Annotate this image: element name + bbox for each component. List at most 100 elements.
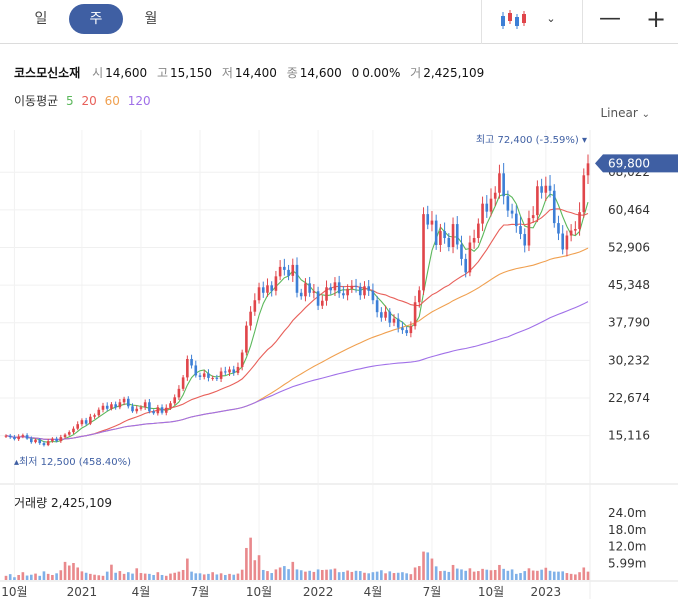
candle[interactable] xyxy=(63,434,67,438)
candle[interactable] xyxy=(219,371,223,379)
candle[interactable] xyxy=(384,311,387,318)
candle[interactable] xyxy=(417,290,421,303)
volume-bar[interactable] xyxy=(249,537,252,580)
volume-bar[interactable] xyxy=(430,558,434,580)
volume-bar[interactable] xyxy=(236,573,240,580)
volume-bar[interactable] xyxy=(320,569,324,580)
volume-bar[interactable] xyxy=(143,573,147,580)
volume-bar[interactable] xyxy=(160,574,164,580)
candle[interactable] xyxy=(401,327,404,331)
candle[interactable] xyxy=(181,377,185,389)
candle[interactable] xyxy=(455,224,459,245)
volume-bar[interactable] xyxy=(384,573,387,580)
volume-bar[interactable] xyxy=(434,566,438,580)
volume-bar[interactable] xyxy=(574,574,577,580)
volume-bar[interactable] xyxy=(477,571,480,580)
volume-bar[interactable] xyxy=(569,573,573,580)
volume-bar[interactable] xyxy=(552,571,556,580)
volume-bar[interactable] xyxy=(198,573,202,580)
candle[interactable] xyxy=(253,300,257,312)
volume-bar[interactable] xyxy=(156,572,160,580)
volume-bar[interactable] xyxy=(194,573,198,580)
volume-bar[interactable] xyxy=(485,569,489,580)
volume-bar[interactable] xyxy=(443,570,446,580)
candle[interactable] xyxy=(299,292,303,297)
candle[interactable] xyxy=(232,369,236,373)
ma-60[interactable]: 60 xyxy=(104,94,120,108)
volume-bar[interactable] xyxy=(531,570,535,580)
candle[interactable] xyxy=(514,213,518,227)
candle[interactable] xyxy=(21,435,25,437)
volume-bar[interactable] xyxy=(304,571,307,580)
volume-bar[interactable] xyxy=(325,569,328,580)
candle[interactable] xyxy=(531,215,535,219)
candle[interactable] xyxy=(186,358,189,378)
candle[interactable] xyxy=(477,223,480,239)
candle[interactable] xyxy=(548,185,552,191)
candle[interactable] xyxy=(139,407,143,409)
candle[interactable] xyxy=(527,218,531,246)
candle[interactable] xyxy=(350,285,354,289)
volume-bar[interactable] xyxy=(240,569,244,580)
candle[interactable] xyxy=(295,264,299,293)
candle[interactable] xyxy=(278,266,282,277)
candle[interactable] xyxy=(586,163,590,176)
candle[interactable] xyxy=(198,375,202,377)
candle[interactable] xyxy=(283,266,286,270)
volume-bar[interactable] xyxy=(468,568,472,580)
candle[interactable] xyxy=(472,238,476,243)
candle[interactable] xyxy=(207,373,210,378)
volume-bar[interactable] xyxy=(126,572,130,580)
candle[interactable] xyxy=(110,404,113,409)
candle[interactable] xyxy=(426,214,430,225)
candle[interactable] xyxy=(557,223,560,234)
volume-bar[interactable] xyxy=(371,572,375,580)
candle[interactable] xyxy=(51,438,54,442)
volume-bar[interactable] xyxy=(582,567,586,580)
volume-bar[interactable] xyxy=(72,563,75,580)
candle[interactable] xyxy=(4,435,8,437)
volume-bar[interactable] xyxy=(135,568,139,580)
volume-bar[interactable] xyxy=(101,575,105,580)
candle[interactable] xyxy=(481,203,484,224)
volume-bar[interactable] xyxy=(472,571,476,580)
candle[interactable] xyxy=(565,235,569,250)
volume-bar[interactable] xyxy=(544,567,548,580)
candle[interactable] xyxy=(540,186,543,193)
candle[interactable] xyxy=(544,185,548,193)
candle[interactable] xyxy=(523,234,527,246)
volume-bar[interactable] xyxy=(422,551,425,580)
volume-bar[interactable] xyxy=(464,570,468,580)
candle[interactable] xyxy=(97,409,101,416)
candle[interactable] xyxy=(202,373,206,377)
volume-bar[interactable] xyxy=(164,575,168,580)
volume-bar[interactable] xyxy=(190,571,193,580)
volume-bar[interactable] xyxy=(346,570,349,580)
candle[interactable] xyxy=(143,402,147,408)
period-week-tab[interactable]: 주 xyxy=(69,4,123,34)
candle[interactable] xyxy=(46,441,50,446)
volume-bar[interactable] xyxy=(59,570,63,580)
volume-bar[interactable] xyxy=(55,573,58,580)
candle[interactable] xyxy=(358,286,362,296)
candle[interactable] xyxy=(177,388,181,398)
candle[interactable] xyxy=(42,443,46,446)
period-month-tab[interactable]: 월 xyxy=(144,11,158,27)
volume-bar[interactable] xyxy=(169,573,172,580)
candle[interactable] xyxy=(413,302,417,327)
volume-bar[interactable] xyxy=(13,577,16,580)
volume-bar[interactable] xyxy=(257,555,261,580)
volume-bar[interactable] xyxy=(498,564,501,580)
candle[interactable] xyxy=(261,287,265,293)
volume-bar[interactable] xyxy=(51,574,54,580)
volume-bar[interactable] xyxy=(34,573,37,580)
volume-bar[interactable] xyxy=(409,574,413,580)
candle[interactable] xyxy=(257,287,261,301)
volume-bar[interactable] xyxy=(278,567,282,580)
candle[interactable] xyxy=(160,407,164,413)
candle[interactable] xyxy=(59,437,63,442)
candle[interactable] xyxy=(574,229,577,231)
candle[interactable] xyxy=(80,420,84,425)
volume-bar[interactable] xyxy=(312,571,316,580)
candle[interactable] xyxy=(443,231,446,239)
